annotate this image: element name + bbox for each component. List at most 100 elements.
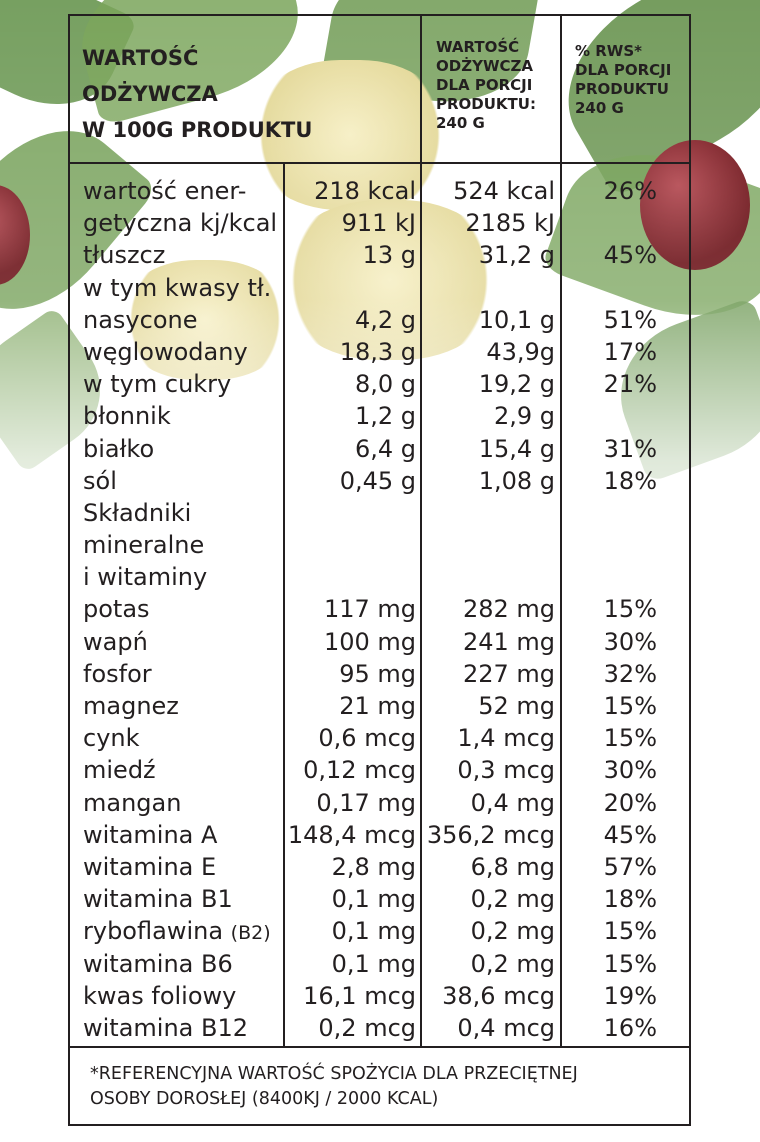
nutrient-name: getyczna kj/kcal bbox=[83, 207, 289, 239]
footnote: *REFERENCYJNA WARTOŚĆ SPOŻYCIA DLA PRZEC… bbox=[90, 1062, 680, 1112]
value-per-100g: 0,6 mcg bbox=[318, 724, 416, 753]
nutrient-label: witamina A bbox=[83, 820, 218, 849]
value-per-100g: 4,2 g bbox=[354, 305, 416, 334]
value-per-portion: 0,4 mcg bbox=[457, 1013, 555, 1042]
table-row: tłuszcz 13 g 31,2 g 45% bbox=[70, 239, 689, 271]
column-divider bbox=[560, 16, 562, 1047]
value-per-100g: 911 kJ bbox=[341, 209, 416, 238]
table-row: węglowodany 18,3 g 43,9g 17% bbox=[70, 336, 689, 368]
table-row: błonnik 1,2 g 2,9 g bbox=[70, 400, 689, 432]
nutrient-label: mangan bbox=[83, 788, 182, 817]
value-per-portion: 227 mg bbox=[462, 659, 555, 688]
value-per-100g: 117 mg bbox=[323, 595, 416, 624]
header-line: PRODUKTU: bbox=[436, 95, 536, 113]
table-row: sól 0,45 g 1,08 g 18% bbox=[70, 465, 689, 497]
value-per-100g: 13 g bbox=[362, 241, 416, 270]
header-per-100g: WARTOŚĆ ODŻYWCZA W 100g PRODUKTU bbox=[82, 40, 342, 148]
value-per-100g: 218 kcal bbox=[314, 177, 416, 205]
table-row: potas 117 mg 282 mg 15% bbox=[70, 593, 689, 625]
nutrient-label: cynk bbox=[83, 724, 140, 753]
table-row: wartość ener- 218 kcal 524 kcal 26% bbox=[70, 175, 689, 207]
value-per-100g: 0,2 mcg bbox=[318, 1013, 416, 1042]
header-line: 240 g bbox=[575, 99, 624, 117]
table-row: ryboflawina (B2) 0,1 mg 0,2 mg 15% bbox=[70, 915, 689, 947]
table-row: mineralne bbox=[70, 529, 689, 561]
footer-divider bbox=[70, 1046, 689, 1048]
value-per-100g: 1,2 g bbox=[354, 402, 416, 431]
nutrient-name: kwas foliowy bbox=[83, 980, 289, 1012]
value-per-portion: 2185 kJ bbox=[465, 209, 555, 238]
value-per-100g: 0,45 g bbox=[339, 466, 416, 495]
nutrient-name: i witaminy bbox=[83, 561, 289, 593]
nutrient-label: w tym kwasy tł. bbox=[83, 273, 272, 302]
nutrient-label: fosfor bbox=[83, 659, 152, 688]
rws-percent: 31% bbox=[603, 434, 657, 463]
nutrient-label: mineralne bbox=[83, 531, 205, 560]
value-per-portion: 10,1 g bbox=[478, 305, 555, 334]
nutrient-name: witamina A bbox=[83, 819, 289, 851]
header-divider bbox=[70, 162, 689, 164]
nutrient-name: w tym cukry bbox=[83, 368, 289, 400]
nutrient-rows: wartość ener- 218 kcal 524 kcal 26% getyczna… bbox=[70, 175, 689, 1044]
value-per-100g: 18,3 g bbox=[339, 337, 416, 366]
footnote-line: *REFERENCYJNA WARTOŚĆ SPOŻYCIA DLA PRZEC… bbox=[90, 1064, 578, 1084]
value-per-portion: 0,2 mg bbox=[470, 949, 555, 978]
value-per-portion: 43,9g bbox=[486, 337, 555, 366]
nutrient-name: mangan bbox=[83, 787, 289, 819]
column-divider bbox=[283, 162, 285, 1047]
table-row: kwas foliowy 16,1 mcg 38,6 mcg 19% bbox=[70, 980, 689, 1012]
nutrient-name: miedź bbox=[83, 754, 289, 786]
header-line: ODŻYWCZA bbox=[436, 57, 533, 75]
value-per-portion: 1,4 mcg bbox=[457, 724, 555, 753]
header-per-portion: WARTOŚĆ ODŻYWCZA DLA PORCJI PRODUKTU: 24… bbox=[436, 38, 566, 133]
table-row: miedź 0,12 mcg 0,3 mcg 30% bbox=[70, 754, 689, 786]
nutrient-name: mineralne bbox=[83, 529, 289, 561]
table-row: w tym cukry 8,0 g 19,2 g 21% bbox=[70, 368, 689, 400]
value-per-portion: 282 mg bbox=[462, 595, 555, 624]
nutrient-name: magnez bbox=[83, 690, 289, 722]
nutrient-label-suffix: (B2) bbox=[230, 922, 271, 945]
rws-percent: 18% bbox=[603, 466, 657, 495]
nutrient-label: kwas foliowy bbox=[83, 981, 237, 1010]
rws-percent: 21% bbox=[603, 370, 657, 399]
value-per-100g: 95 mg bbox=[339, 659, 416, 688]
value-per-portion: 31,2 g bbox=[478, 241, 555, 270]
nutrient-label: tłuszcz bbox=[83, 241, 166, 270]
value-per-100g: 148,4 mcg bbox=[287, 820, 416, 849]
table-row: witamina B6 0,1 mg 0,2 mg 15% bbox=[70, 948, 689, 980]
value-per-portion: 52 mg bbox=[478, 692, 555, 720]
header-line: % RWS* bbox=[575, 42, 642, 60]
nutrient-label: ryboflawina bbox=[83, 917, 224, 946]
value-per-100g: 2,8 mg bbox=[331, 852, 416, 881]
value-per-portion: 6,8 mg bbox=[470, 852, 555, 881]
nutrient-name: ryboflawina (B2) bbox=[83, 915, 289, 949]
rws-percent: 15% bbox=[603, 692, 657, 720]
value-per-portion: 0,4 mg bbox=[470, 788, 555, 817]
nutrient-name: witamina B12 bbox=[83, 1012, 289, 1044]
header-line: PRODUKTU bbox=[575, 80, 669, 98]
value-per-portion: 241 mg bbox=[462, 627, 555, 656]
value-per-100g: 0,1 mg bbox=[331, 885, 416, 914]
value-per-portion: 2,9 g bbox=[493, 402, 555, 431]
rws-percent: 19% bbox=[603, 981, 657, 1010]
value-per-portion: 0,3 mcg bbox=[457, 756, 555, 785]
nutrient-label: w tym cukry bbox=[83, 370, 232, 399]
nutrient-label: wapń bbox=[83, 627, 148, 656]
nutrition-table: WARTOŚĆ ODŻYWCZA W 100g PRODUKTU WARTOŚĆ… bbox=[68, 14, 691, 1126]
value-per-portion: 19,2 g bbox=[478, 370, 555, 399]
nutrient-name: białko bbox=[83, 433, 289, 465]
table-row: witamina E 2,8 mg 6,8 mg 57% bbox=[70, 851, 689, 883]
header-line: W 100g PRODUKTU bbox=[82, 118, 313, 142]
value-per-100g: 0,1 mg bbox=[331, 949, 416, 978]
rws-percent: 26% bbox=[603, 177, 657, 205]
rws-percent: 30% bbox=[603, 627, 657, 656]
nutrient-name: wapń bbox=[83, 626, 289, 658]
nutrient-label: białko bbox=[83, 434, 155, 463]
nutrient-label: węglowodany bbox=[83, 337, 248, 366]
rws-percent: 15% bbox=[603, 595, 657, 624]
value-per-100g: 6,4 g bbox=[354, 434, 416, 463]
table-row: Składniki bbox=[70, 497, 689, 529]
table-row: mangan 0,17 mg 0,4 mg 20% bbox=[70, 787, 689, 819]
value-per-portion: 1,08 g bbox=[478, 466, 555, 495]
column-divider bbox=[420, 16, 422, 1047]
